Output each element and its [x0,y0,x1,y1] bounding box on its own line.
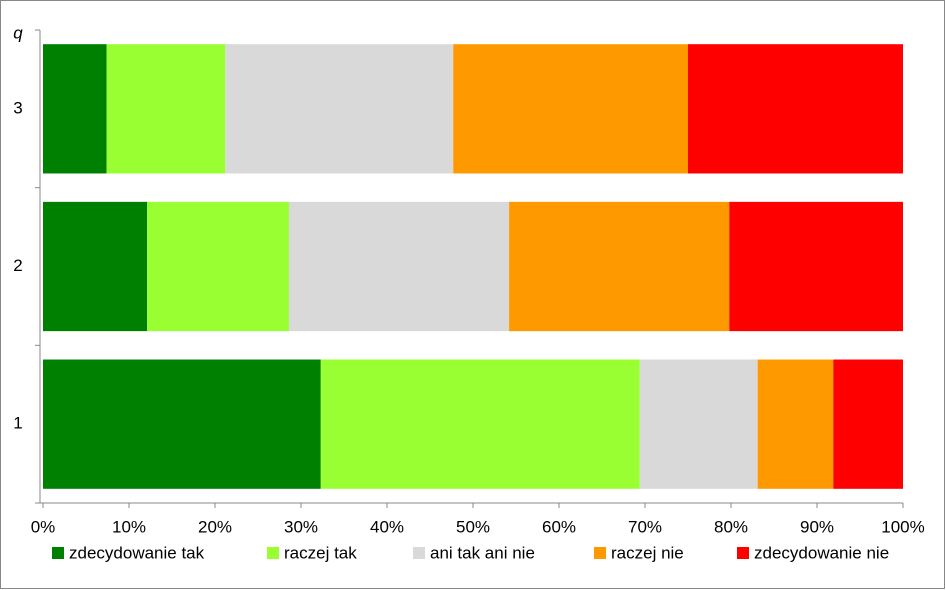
x-tick-label: 80% [714,517,748,536]
y-tick-label: 1 [13,414,22,433]
bar-segment [147,201,289,332]
x-tick-label: 10% [112,517,146,536]
x-tick-label: 90% [800,517,834,536]
legend-label: zdecydowanie nie [754,543,889,562]
bar-segment [729,201,903,332]
bar-segment [43,201,148,332]
bar-segment [288,201,510,332]
x-tick-label: 40% [370,517,404,536]
bar-segment [43,44,107,174]
y-axis-label: q [13,23,23,42]
y-tick-label: 2 [13,256,22,275]
bar-segment [833,359,903,489]
y-tick-label: 3 [13,98,22,117]
bar-segment [688,44,903,174]
x-tick-label: 0% [31,517,56,536]
bar-segment [453,44,688,174]
legend-swatch [737,547,749,559]
bar-segment [43,359,321,489]
legend-swatch [413,547,425,559]
bar-segment [509,201,730,332]
bar-segment [320,359,640,489]
x-tick-label: 100% [881,517,924,536]
legend-swatch [267,547,279,559]
legend-swatch [594,547,606,559]
bar-segment [639,359,758,489]
x-tick-label: 20% [198,517,232,536]
x-tick-label: 30% [284,517,318,536]
legend-label: raczej tak [284,543,357,562]
bar-segment [757,359,834,489]
x-tick-label: 50% [456,517,490,536]
bar-segment [106,44,226,174]
legend-label: zdecydowanie tak [69,543,205,562]
x-tick-label: 70% [628,517,662,536]
legend-label: raczej nie [611,543,684,562]
legend-swatch [52,547,64,559]
legend-label: ani tak ani nie [430,543,535,562]
bar-segment [225,44,454,174]
x-tick-label: 60% [542,517,576,536]
